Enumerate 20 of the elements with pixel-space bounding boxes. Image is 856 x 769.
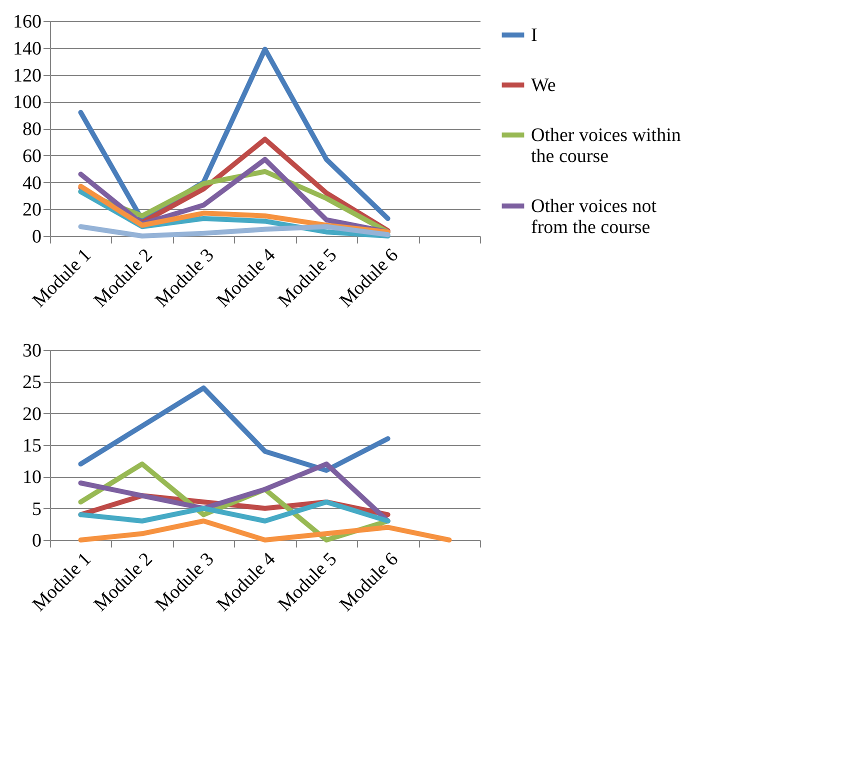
y-tick-label: 40 — [22, 172, 42, 194]
y-tick-label: 25 — [22, 372, 42, 394]
y-tick-label: 100 — [13, 92, 42, 114]
y-tick-label: 120 — [13, 65, 42, 86]
y-tick-label: 30 — [22, 340, 42, 362]
legend-label: I — [531, 25, 538, 46]
y-tick-label: 20 — [22, 404, 42, 425]
legend-label: Other voices within the course — [531, 125, 682, 167]
y-tick-label: 5 — [32, 498, 42, 520]
y-tick-label: 15 — [22, 436, 42, 456]
y-tick-label: 160 — [13, 12, 42, 32]
y-tick-label: 60 — [22, 146, 42, 167]
legend-label: We — [531, 75, 556, 96]
y-tick-label: 80 — [22, 119, 42, 140]
y-tick-label: 0 — [32, 530, 42, 552]
y-tick-label: 10 — [22, 467, 42, 488]
y-tick-label: 0 — [32, 226, 42, 248]
y-tick-label: 20 — [22, 200, 42, 221]
y-tick-label: 140 — [13, 38, 42, 60]
legend-label: Other voices not from the course — [531, 196, 658, 238]
